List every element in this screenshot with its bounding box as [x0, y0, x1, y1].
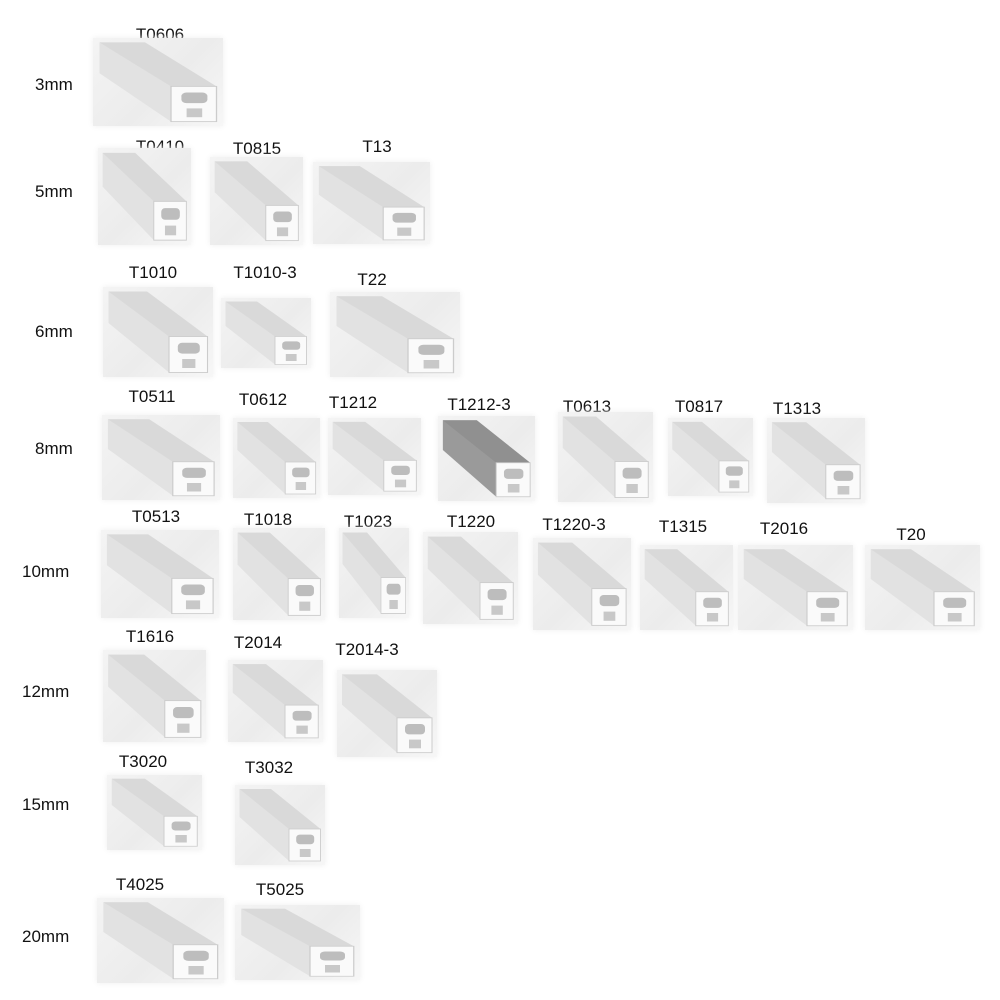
product-image-t1220	[423, 532, 518, 624]
product-image-t2014-3	[337, 670, 437, 757]
product-image-t5025	[235, 905, 360, 980]
product-label-t13: T13	[362, 137, 392, 156]
product-label-t4025: T4025	[115, 875, 165, 894]
product-image-t0410	[98, 148, 191, 245]
size-label-5mm: 5mm	[35, 182, 73, 201]
product-label-t2014-3: T2014-3	[335, 640, 399, 659]
product-label-t0511: T0511	[128, 387, 176, 406]
product-image-t0511	[102, 415, 220, 500]
product-image-t0817	[668, 418, 753, 496]
size-label-8mm: 8mm	[35, 439, 73, 458]
size-label-6mm: 6mm	[35, 322, 73, 341]
product-image-t0613	[558, 412, 653, 502]
product-label-t0817: T0817	[674, 397, 724, 416]
product-image-t1212-3	[438, 416, 535, 501]
product-label-t0815: T0815	[232, 139, 282, 158]
product-image-t1010-3	[221, 298, 311, 368]
product-label-t1616: T1616	[125, 627, 175, 646]
product-label-t1313: T1313	[772, 399, 822, 418]
product-label-t20: T20	[896, 525, 926, 544]
product-label-t1010-3: T1010-3	[233, 263, 297, 282]
product-image-t1010	[103, 287, 213, 377]
product-label-t5025: T5025	[255, 880, 305, 899]
product-image-t1220-3	[533, 538, 631, 630]
product-image-t1315	[640, 545, 733, 630]
product-image-t2016	[738, 545, 853, 630]
product-image-t0612	[233, 418, 320, 498]
size-label-12mm: 12mm	[22, 682, 70, 701]
product-label-t2016: T2016	[759, 519, 809, 538]
product-label-t1220: T1220	[446, 512, 496, 531]
product-image-t2014	[228, 660, 323, 742]
product-label-t0513: T0513	[131, 507, 181, 526]
size-label-20mm: 20mm	[22, 927, 70, 946]
product-image-t1313	[767, 418, 865, 503]
size-label-10mm: 10mm	[22, 562, 70, 581]
product-image-t3020	[107, 775, 202, 850]
product-label-t1220-3: T1220-3	[542, 515, 606, 534]
product-image-t1212	[328, 418, 421, 495]
product-image-t13	[313, 162, 430, 244]
product-image-t0606	[93, 38, 223, 126]
product-image-t4025	[97, 898, 224, 983]
product-label-t3020: T3020	[118, 752, 168, 771]
product-image-t1616	[103, 650, 206, 742]
product-label-t1315: T1315	[658, 517, 708, 536]
product-label-t1023: T1023	[343, 512, 393, 531]
product-image-t0513	[101, 530, 219, 618]
product-image-t3032	[235, 785, 325, 865]
product-label-t3032: T3032	[244, 758, 294, 777]
product-label-t1010: T1010	[128, 263, 178, 282]
product-image-t1023	[339, 528, 409, 618]
product-label-t2014: T2014	[233, 633, 283, 652]
product-image-t0815	[210, 157, 303, 245]
product-label-t0612: T0612	[238, 390, 288, 409]
product-label-t0613: T0613	[562, 397, 612, 416]
size-label-15mm: 15mm	[22, 795, 70, 814]
product-label-t1018: T1018	[243, 510, 293, 529]
product-image-t22	[330, 292, 460, 377]
product-label-t1212: T1212	[328, 393, 378, 412]
product-label-t22: T22	[357, 270, 387, 289]
product-image-t1018	[233, 528, 325, 620]
size-label-3mm: 3mm	[35, 75, 73, 94]
product-label-t1212-3: T1212-3	[447, 395, 511, 414]
product-image-t20	[865, 545, 980, 630]
